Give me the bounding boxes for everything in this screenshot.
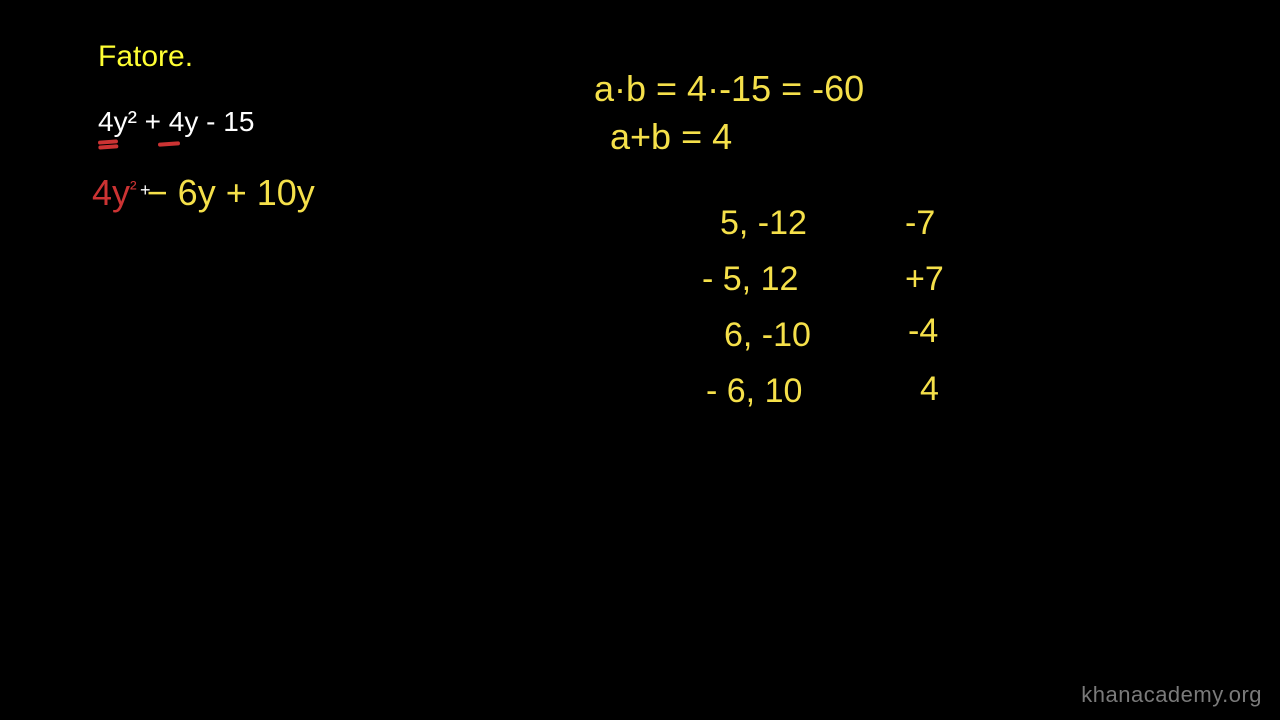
product-equation: a·b = 4·-15 = -60 (594, 68, 864, 110)
cursor-icon: + (140, 180, 151, 201)
pair-row-4-sum: 4 (920, 370, 939, 409)
blackboard-stage: Fatore. 4y² + 4y - 15 4y² − 6y + 10y + a… (0, 0, 1280, 720)
terms-split-yellow: − 6y + 10y (147, 172, 315, 213)
underline-coeff-a (98, 139, 118, 144)
expanded-expression: 4y² − 6y + 10y (92, 172, 315, 214)
pair-row-2-sum: +7 (905, 260, 944, 299)
pair-row-4-pair: - 6, 10 (706, 372, 802, 411)
pair-row-1-pair: 5, -12 (720, 204, 807, 243)
pair-row-3-pair: 6, -10 (724, 316, 811, 355)
watermark-text: khanacademy.org (1081, 682, 1262, 708)
problem-expression: 4y² + 4y - 15 (98, 106, 254, 138)
term-4y2-red: 4y² (92, 172, 147, 213)
sum-equation: a+b = 4 (610, 116, 732, 158)
pair-row-1-sum: -7 (905, 204, 935, 243)
prompt-title: Fatore. (98, 40, 193, 74)
pair-row-3-sum: -4 (908, 312, 938, 351)
pair-row-2-pair: - 5, 12 (702, 260, 798, 299)
underline-coeff-b (158, 141, 180, 147)
